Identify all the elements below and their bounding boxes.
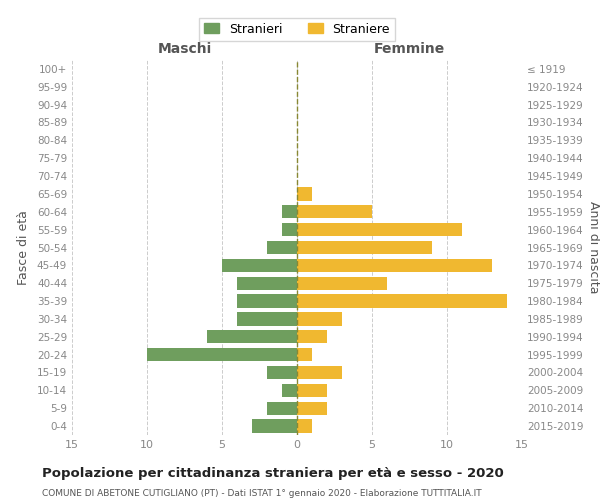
Text: COMUNE DI ABETONE CUTIGLIANO (PT) - Dati ISTAT 1° gennaio 2020 - Elaborazione TU: COMUNE DI ABETONE CUTIGLIANO (PT) - Dati…: [42, 489, 482, 498]
Bar: [297, 258, 492, 272]
Y-axis label: Anni di nascita: Anni di nascita: [587, 201, 600, 294]
Bar: [297, 276, 387, 290]
Bar: [282, 205, 297, 218]
Bar: [297, 366, 342, 379]
Bar: [297, 312, 342, 326]
Bar: [297, 241, 432, 254]
Bar: [207, 330, 297, 344]
Bar: [297, 294, 507, 308]
Y-axis label: Fasce di età: Fasce di età: [17, 210, 30, 285]
Bar: [297, 384, 327, 397]
Bar: [252, 420, 297, 433]
Bar: [267, 402, 297, 415]
Bar: [297, 330, 327, 344]
Text: Maschi: Maschi: [157, 42, 212, 56]
Bar: [297, 348, 312, 362]
Bar: [297, 402, 327, 415]
Bar: [297, 205, 372, 218]
Bar: [297, 187, 312, 200]
Bar: [267, 241, 297, 254]
Bar: [222, 258, 297, 272]
Bar: [237, 276, 297, 290]
Bar: [297, 223, 462, 236]
Text: Femmine: Femmine: [374, 42, 445, 56]
Bar: [282, 384, 297, 397]
Bar: [297, 420, 312, 433]
Bar: [237, 294, 297, 308]
Bar: [282, 223, 297, 236]
Bar: [237, 312, 297, 326]
Bar: [147, 348, 297, 362]
Text: Popolazione per cittadinanza straniera per età e sesso - 2020: Popolazione per cittadinanza straniera p…: [42, 468, 504, 480]
Bar: [267, 366, 297, 379]
Legend: Stranieri, Straniere: Stranieri, Straniere: [199, 18, 395, 40]
